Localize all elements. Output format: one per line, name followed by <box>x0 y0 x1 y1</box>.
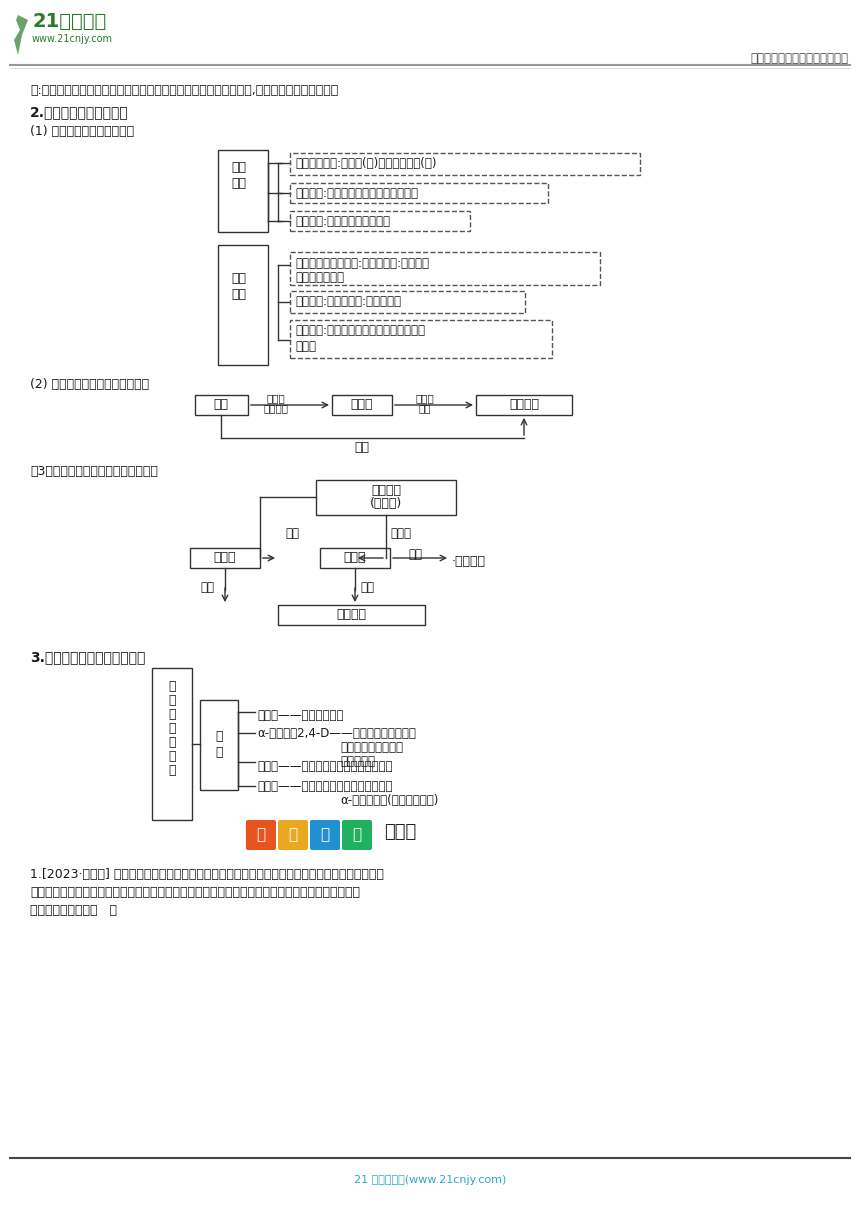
Text: 细胞伸长: 细胞伸长 <box>509 398 539 411</box>
Polygon shape <box>14 15 28 55</box>
Text: 低浓度: 低浓度 <box>415 393 434 402</box>
Text: 酸抑制: 酸抑制 <box>295 340 316 353</box>
Text: 促进: 促进 <box>408 548 422 561</box>
Text: 节: 节 <box>169 750 175 762</box>
Text: 叙述，不正确的是（   ）: 叙述，不正确的是（ ） <box>30 903 117 917</box>
Text: 乙烯利——用于果实催熟: 乙烯利——用于果实催熟 <box>257 709 343 722</box>
Text: 21 世纪教育网(www.21cnjy.com): 21 世纪教育网(www.21cnjy.com) <box>353 1175 507 1186</box>
Text: 氧化产物: 氧化产物 <box>336 608 366 621</box>
Bar <box>476 395 572 415</box>
Text: 应: 应 <box>215 730 223 743</box>
Text: 作用: 作用 <box>231 178 246 190</box>
Text: 21世纪教育: 21世纪教育 <box>32 12 107 30</box>
Text: 赤霉素: 赤霉素 <box>214 551 236 564</box>
Bar <box>278 606 425 625</box>
Bar <box>200 700 238 790</box>
Text: （3）生长素与赤霉素的相互作用机理: （3）生长素与赤霉素的相互作用机理 <box>30 465 158 478</box>
Text: 考: 考 <box>288 827 298 841</box>
Text: www.21cnjy.com: www.21cnjy.com <box>32 34 113 44</box>
Text: (2) 生长素与乙烯的相互作用机理: (2) 生长素与乙烯的相互作用机理 <box>30 378 149 392</box>
Bar <box>290 182 548 203</box>
Text: 生: 生 <box>169 708 175 721</box>
Text: 促进: 促进 <box>285 527 299 540</box>
Bar <box>195 395 248 415</box>
FancyBboxPatch shape <box>310 820 340 850</box>
FancyBboxPatch shape <box>278 820 308 850</box>
Text: 高: 高 <box>256 827 266 841</box>
Text: (色氨酸): (色氨酸) <box>370 497 402 510</box>
Text: 抑制: 抑制 <box>200 581 214 593</box>
Text: 中小学教育资源及组卷应用平台: 中小学教育资源及组卷应用平台 <box>750 52 848 64</box>
Bar <box>190 548 260 568</box>
Text: 促进: 促进 <box>419 402 431 413</box>
Bar <box>290 320 552 358</box>
Bar <box>290 153 640 175</box>
Text: 真: 真 <box>321 827 329 841</box>
Text: (1) 明确植物激素的两大作用: (1) 明确植物激素的两大作用 <box>30 125 134 137</box>
Text: 青鲜素——保持果蔬鲜绿，延长贮存时间: 青鲜素——保持果蔬鲜绿，延长贮存时间 <box>257 760 392 773</box>
Text: α-淀粉酶合成(用于啤酒生产): α-淀粉酶合成(用于啤酒生产) <box>340 794 439 807</box>
Bar <box>290 291 525 313</box>
Text: 赤霉素——解除种子休眠，诱导大麦种子: 赤霉素——解除种子休眠，诱导大麦种子 <box>257 779 392 793</box>
Text: 剂: 剂 <box>169 764 175 777</box>
Text: 2.植物激素间的相互关系: 2.植物激素间的相互关系 <box>30 105 129 119</box>
FancyBboxPatch shape <box>246 820 276 850</box>
Text: 延缓衰老:生长素、细胞分裂素: 延缓衰老:生长素、细胞分裂素 <box>295 215 390 229</box>
Text: 物: 物 <box>169 694 175 706</box>
Text: 促进细胞分裂:生长素(核)、细胞分裂素(质): 促进细胞分裂:生长素(核)、细胞分裂素(质) <box>295 157 437 170</box>
Text: 高浓度: 高浓度 <box>267 393 286 402</box>
Text: 生长素: 生长素 <box>351 398 373 411</box>
Text: 用: 用 <box>215 745 223 759</box>
Text: 高，赤霉素含量逐渐下降。外源乙烯和赤霉素对主根生长的影响如图。以下关于乙烯和赤霉素作用的: 高，赤霉素含量逐渐下降。外源乙烯和赤霉素对主根生长的影响如图。以下关于乙烯和赤霉… <box>30 886 360 899</box>
Text: 1.[2023·北京卷] 水稻种子萌发后不久，主根生长速率开始下降直至停止。此过程中乙烯含量逐渐升: 1.[2023·北京卷] 水稻种子萌发后不久，主根生长速率开始下降直至停止。此过… <box>30 868 384 882</box>
Text: 分解: 分解 <box>360 581 374 593</box>
Text: 作为除草剂: 作为除草剂 <box>340 755 375 769</box>
FancyBboxPatch shape <box>342 820 372 850</box>
Text: 抗衡: 抗衡 <box>231 272 246 285</box>
Bar <box>290 212 470 231</box>
Text: 协同: 协同 <box>231 161 246 174</box>
Bar <box>316 480 456 516</box>
Text: 前体物质: 前体物质 <box>371 484 401 497</box>
Bar <box>320 548 390 568</box>
Bar <box>150 818 710 854</box>
Text: 细胞分裂:生长素、细胞分裂素促进；脱落: 细胞分裂:生长素、细胞分裂素促进；脱落 <box>295 323 425 337</box>
Bar <box>290 252 600 285</box>
Text: 3.植物生长调节剂的应用归纳: 3.植物生长调节剂的应用归纳 <box>30 651 145 664</box>
Text: 长: 长 <box>169 722 175 734</box>
Text: 促进生长:生长素、赤霉素、细胞分裂素: 促进生长:生长素、赤霉素、细胞分裂素 <box>295 187 418 199</box>
Text: 调: 调 <box>169 736 175 749</box>
Bar <box>218 150 268 232</box>
Text: α-萘乙酸、2,4-D——用于促进扦插枝条生: α-萘乙酸、2,4-D——用于促进扦插枝条生 <box>257 727 416 741</box>
Text: 题: 题 <box>353 827 361 841</box>
Text: 器官脱落、叶片衰老:脱落酸促进:生长素、: 器官脱落、叶片衰老:脱落酸促进:生长素、 <box>295 257 429 270</box>
Bar <box>218 244 268 365</box>
Text: 促进合成: 促进合成 <box>263 402 288 413</box>
Text: 转变成: 转变成 <box>390 527 411 540</box>
Text: 作用: 作用 <box>231 288 246 302</box>
Bar <box>152 668 192 820</box>
Text: 乙烯: 乙烯 <box>213 398 229 411</box>
Text: 细胞分裂素抑制: 细胞分裂素抑制 <box>295 271 344 285</box>
Text: 注:在植物生长发育和适应环境过程中各种激素并不是孤立起作用的,而是多种激素共同调控。: 注:在植物生长发育和适应环境过程中各种激素并不是孤立起作用的,而是多种激素共同调… <box>30 84 338 97</box>
Text: 种子萌发:赤霉素促进:脱落酸抑制: 种子萌发:赤霉素促进:脱落酸抑制 <box>295 295 401 308</box>
Bar <box>332 395 392 415</box>
Text: 植: 植 <box>169 680 175 693</box>
Text: 这样考: 这样考 <box>384 823 416 841</box>
Text: 根，防止落花落果及: 根，防止落花落果及 <box>340 741 403 754</box>
Text: ·细胞伸长: ·细胞伸长 <box>452 554 486 568</box>
Text: 抑制: 抑制 <box>354 441 370 454</box>
Text: 生长素: 生长素 <box>344 551 366 564</box>
